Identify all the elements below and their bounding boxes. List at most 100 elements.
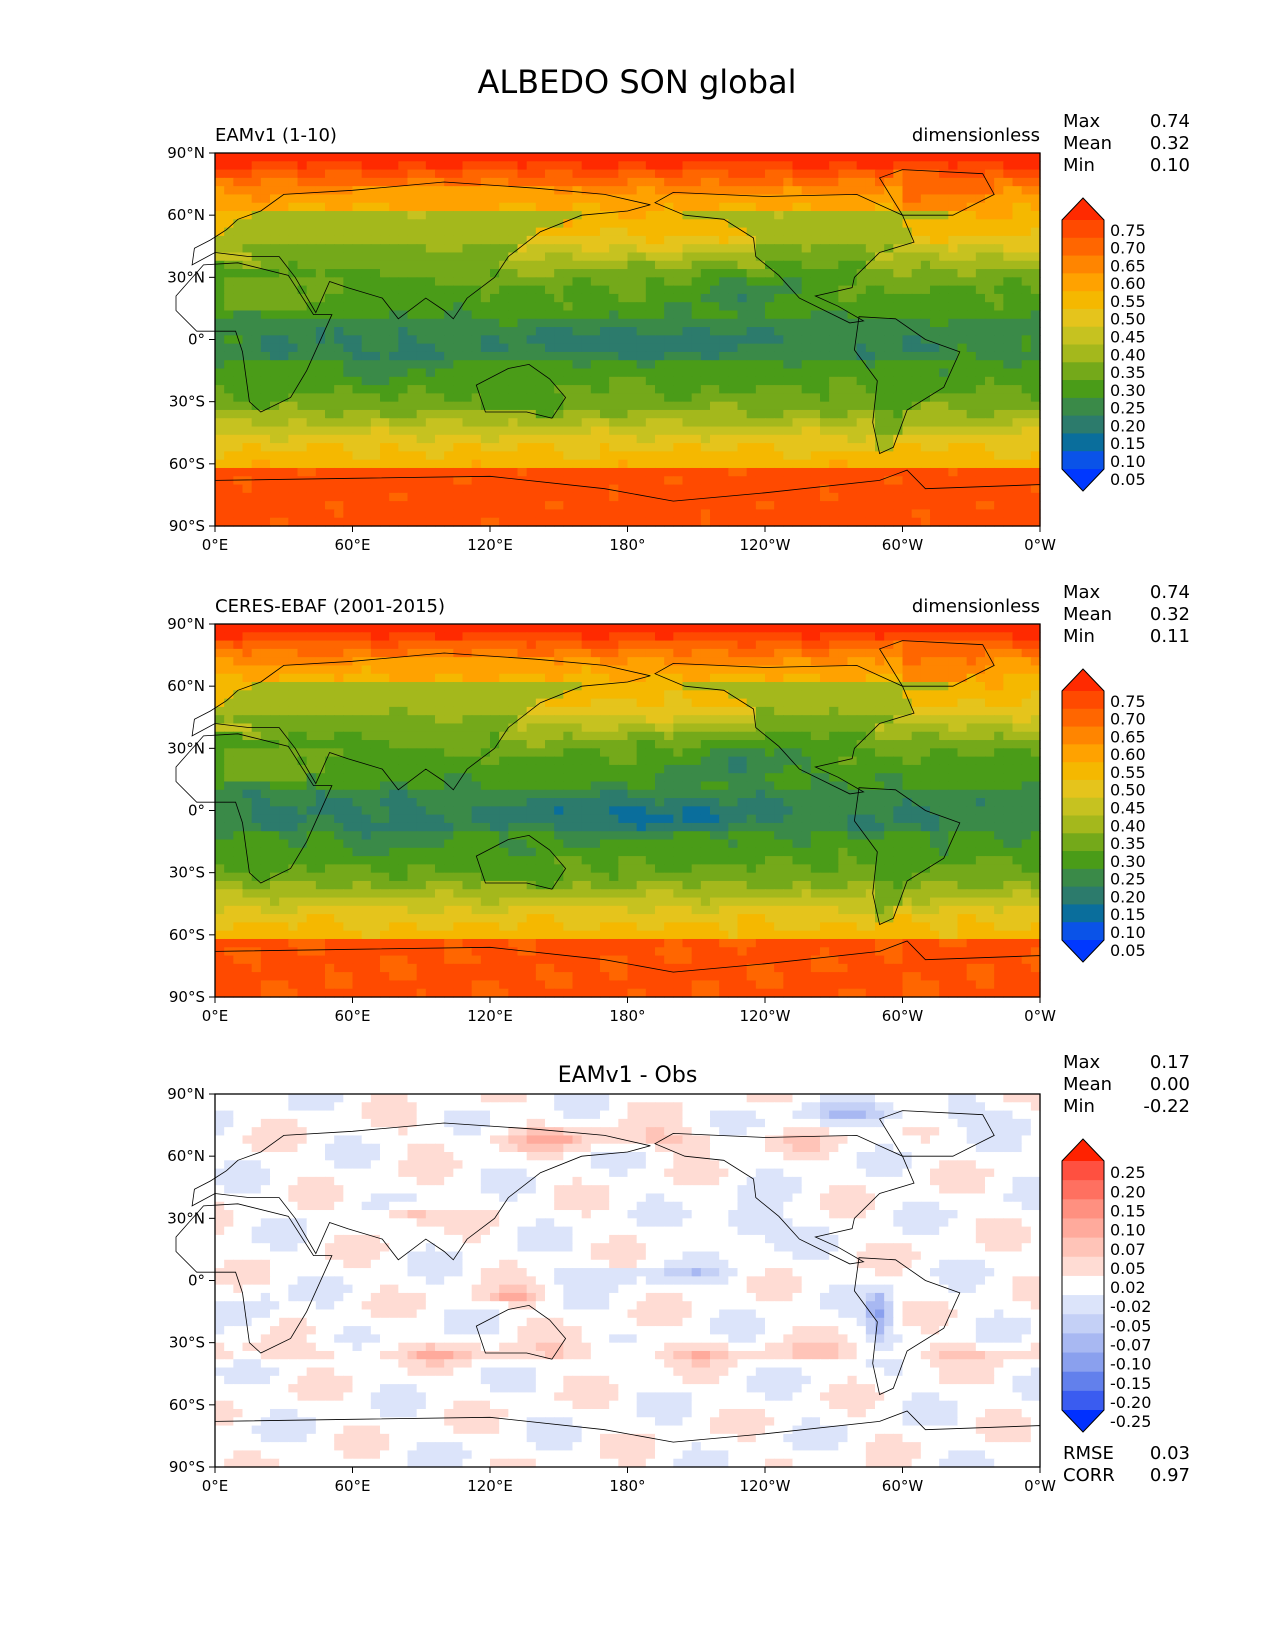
- map-cell: [242, 690, 253, 700]
- map-cell: [1030, 443, 1041, 452]
- map-cell: [700, 360, 711, 370]
- map-cell: [700, 302, 711, 312]
- map-cell: [535, 293, 546, 303]
- map-cell: [627, 360, 638, 370]
- map-cell: [471, 467, 482, 477]
- map-cell: [215, 426, 225, 436]
- map-cell: [425, 385, 436, 394]
- map-cell: [728, 459, 739, 469]
- map-cell: [856, 177, 867, 187]
- map-cell: [728, 161, 739, 171]
- map-cell: [517, 327, 528, 336]
- map-cell: [1012, 360, 1023, 370]
- map-cell: [930, 640, 940, 650]
- map-cell: [279, 368, 289, 378]
- map-cell: [361, 169, 372, 179]
- map-cell: [453, 293, 464, 303]
- map-cell: [920, 153, 931, 162]
- map-cell: [581, 235, 592, 245]
- map-cell: [1012, 252, 1023, 262]
- map-cell: [920, 451, 931, 461]
- map-cell: [462, 227, 473, 237]
- map-cell: [251, 467, 262, 477]
- map-cell: [856, 169, 867, 179]
- map-cell: [737, 269, 748, 278]
- map-cell: [1030, 235, 1041, 245]
- map-cell: [664, 376, 674, 386]
- map-cell: [865, 418, 876, 428]
- map-cell: [306, 484, 317, 494]
- map-cell: [1012, 285, 1023, 295]
- map-cell: [435, 418, 445, 428]
- map-cell: [600, 459, 610, 469]
- map-cell: [554, 434, 564, 444]
- map-cell: [288, 517, 299, 527]
- map-cell: [957, 484, 968, 494]
- map-cell: [875, 177, 885, 187]
- map-cell: [508, 202, 519, 212]
- map-cell: [765, 509, 775, 519]
- map-cell: [948, 335, 959, 345]
- map-cell: [453, 665, 464, 675]
- map-cell: [343, 244, 354, 254]
- map-cell: [590, 418, 601, 428]
- map-cell: [416, 269, 427, 278]
- map-cell: [572, 335, 583, 345]
- map-cell: [700, 277, 711, 287]
- map-cell: [380, 393, 390, 403]
- map-cell: [930, 335, 940, 345]
- map-cell: [370, 327, 381, 336]
- map-cell: [251, 401, 262, 411]
- map-cell: [975, 624, 986, 633]
- map-cell: [884, 244, 894, 254]
- map-cell: [765, 227, 775, 237]
- map-cell: [966, 476, 977, 486]
- map-cell: [563, 690, 574, 700]
- map-cell: [600, 665, 610, 675]
- map-cell: [260, 426, 271, 436]
- map-cell: [288, 624, 299, 633]
- map-cell: [664, 219, 674, 229]
- map-cell: [728, 426, 739, 436]
- map-cell: [875, 648, 885, 658]
- map-cell: [297, 186, 308, 196]
- map-cell: [315, 393, 326, 403]
- map-cell: [398, 690, 409, 700]
- map-cell: [480, 517, 491, 527]
- map-cell: [398, 277, 409, 287]
- map-cell: [444, 426, 454, 436]
- map-cell: [508, 186, 519, 196]
- map-cell: [948, 501, 959, 511]
- map-cell: [224, 385, 234, 394]
- map-cell: [535, 443, 546, 452]
- map-cell: [315, 360, 326, 370]
- map-cell: [306, 657, 317, 667]
- map-cell: [682, 177, 693, 187]
- map-cell: [453, 343, 464, 353]
- map-cell: [526, 401, 537, 411]
- map-cell: [508, 235, 519, 245]
- map-cell: [297, 343, 308, 353]
- map-cell: [609, 269, 619, 278]
- map-cell: [1012, 302, 1023, 312]
- map-cell: [966, 632, 977, 642]
- map-cell: [535, 657, 546, 667]
- map-cell: [682, 501, 693, 511]
- map-cell: [453, 186, 464, 196]
- map-cell: [847, 269, 858, 278]
- map-cell: [838, 202, 849, 212]
- map-cell: [215, 434, 225, 444]
- map-cell: [838, 640, 849, 650]
- map-cell: [655, 177, 665, 187]
- map-cell: [737, 624, 748, 633]
- map-cell: [810, 177, 821, 187]
- map-cell: [801, 343, 812, 353]
- map-cell: [315, 409, 326, 419]
- map-cell: [306, 640, 317, 650]
- map-cell: [902, 492, 913, 502]
- map-cell: [499, 624, 509, 633]
- map-cell: [875, 673, 885, 683]
- map-cell: [994, 269, 1004, 278]
- map-cell: [581, 302, 592, 312]
- map-cell: [545, 682, 555, 691]
